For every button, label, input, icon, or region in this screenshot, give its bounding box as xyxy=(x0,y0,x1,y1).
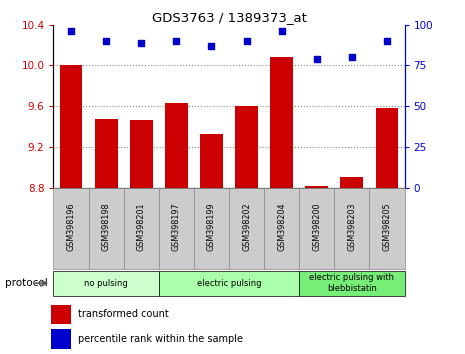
Bar xyxy=(60,65,82,188)
Point xyxy=(278,28,286,34)
Bar xyxy=(159,271,299,296)
Text: no pulsing: no pulsing xyxy=(84,279,128,288)
Bar xyxy=(340,177,363,188)
Point xyxy=(348,55,356,60)
Text: GSM398202: GSM398202 xyxy=(242,202,251,251)
Point xyxy=(243,38,250,44)
Bar xyxy=(53,271,159,296)
Bar xyxy=(376,108,399,188)
Text: protocol: protocol xyxy=(5,278,47,288)
Text: GSM398200: GSM398200 xyxy=(312,202,321,251)
Bar xyxy=(200,134,223,188)
Bar xyxy=(334,188,370,269)
Point xyxy=(138,40,145,46)
Bar xyxy=(299,188,334,269)
Point xyxy=(313,56,320,62)
Bar xyxy=(88,188,124,269)
Bar xyxy=(53,188,88,269)
Point xyxy=(102,38,110,44)
Point xyxy=(208,43,215,49)
Bar xyxy=(229,188,264,269)
Text: GSM398196: GSM398196 xyxy=(66,202,75,251)
Text: GSM398205: GSM398205 xyxy=(383,202,392,251)
Point xyxy=(383,38,391,44)
Point xyxy=(173,38,180,44)
Text: electric pulsing with
blebbistatin: electric pulsing with blebbistatin xyxy=(309,274,394,293)
Text: GSM398204: GSM398204 xyxy=(277,202,286,251)
Bar xyxy=(51,304,71,324)
Text: GSM398197: GSM398197 xyxy=(172,202,181,251)
Text: transformed count: transformed count xyxy=(79,309,169,320)
Bar xyxy=(130,120,153,188)
Bar xyxy=(51,329,71,348)
Text: GSM398199: GSM398199 xyxy=(207,202,216,251)
Bar xyxy=(306,185,328,188)
Bar xyxy=(95,119,118,188)
Bar xyxy=(194,188,229,269)
Bar xyxy=(270,57,293,188)
Bar xyxy=(124,188,159,269)
Bar xyxy=(264,188,299,269)
Text: GSM398198: GSM398198 xyxy=(102,202,111,251)
Bar xyxy=(235,106,258,188)
Text: GSM398201: GSM398201 xyxy=(137,202,146,251)
Bar xyxy=(299,271,405,296)
Bar xyxy=(369,188,405,269)
Point xyxy=(67,28,75,34)
Text: electric pulsing: electric pulsing xyxy=(197,279,261,288)
Bar xyxy=(165,103,188,188)
Bar xyxy=(159,188,194,269)
Text: percentile rank within the sample: percentile rank within the sample xyxy=(79,334,243,344)
Text: GSM398203: GSM398203 xyxy=(347,202,356,251)
Title: GDS3763 / 1389373_at: GDS3763 / 1389373_at xyxy=(152,11,306,24)
